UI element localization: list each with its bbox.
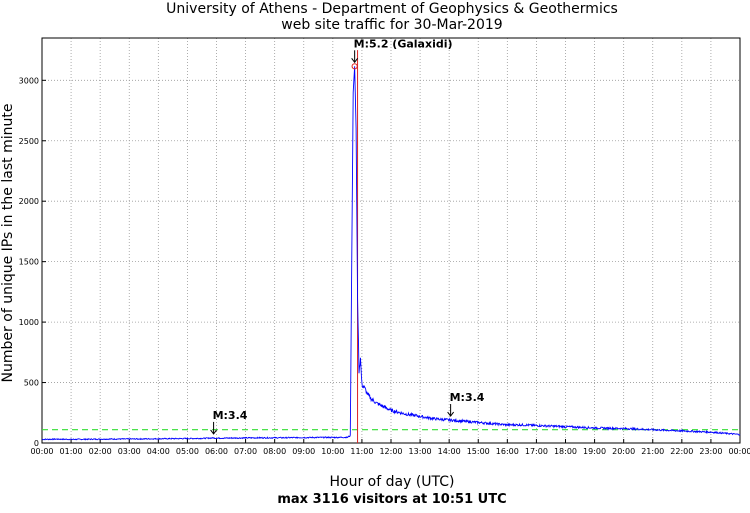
x-tick-label: 07:00: [234, 447, 257, 456]
x-tick-label: 13:00: [409, 447, 432, 456]
x-tick-label: 00:00: [30, 447, 53, 456]
x-tick-label: 19:00: [583, 447, 606, 456]
chart-title: University of Athens - Department of Geo…: [166, 1, 618, 17]
x-tick-label: 02:00: [89, 447, 112, 456]
x-tick-label: 17:00: [525, 447, 548, 456]
x-tick-label: 06:00: [205, 447, 228, 456]
x-tick-label: 04:00: [147, 447, 170, 456]
y-tick-label: 0: [34, 439, 39, 448]
x-axis-label: Hour of day (UTC): [330, 474, 455, 490]
x-tick-label: 09:00: [292, 447, 315, 456]
x-tick-label: 18:00: [554, 447, 577, 456]
y-tick-label: 2500: [19, 137, 39, 146]
plot-area: 00:00 01:00 02:00 03:00 04:00 05:00 06:00 07:00…: [19, 37, 750, 456]
x-tick-label: 03:00: [118, 447, 141, 456]
y-tick-label: 1000: [19, 318, 39, 327]
annotation-label: M:5.2 (Galaxidi): [354, 37, 453, 50]
annotation-arrowhead: [447, 411, 455, 417]
y-tick-label: 2000: [19, 197, 39, 206]
x-tick-label: 12:00: [379, 447, 402, 456]
annotation-arrowhead: [210, 429, 217, 435]
chart-subtitle: web site traffic for 30-Mar-2019: [281, 17, 502, 33]
x-tick-label: 01:00: [60, 447, 83, 456]
x-tick-label: 08:00: [263, 447, 286, 456]
x-tick-label: 05:00: [176, 447, 199, 456]
traffic-series-line: [41, 66, 741, 441]
y-tick-label: 1500: [19, 258, 39, 267]
annotation-arrowhead: [351, 57, 359, 64]
y-axis-label: Number of unique IPs in the last minute: [0, 104, 16, 383]
y-tick-label: 500: [24, 379, 39, 388]
x-tick-label: 00:00: [728, 447, 750, 456]
annotation-label: M:3.4: [450, 391, 485, 404]
x-tick-label: 21:00: [641, 447, 664, 456]
x-tick-label: 14:00: [438, 447, 461, 456]
x-tick-label: 15:00: [467, 447, 490, 456]
x-tick-label: 23:00: [699, 447, 722, 456]
x-tick-label: 11:00: [350, 447, 373, 456]
annotation-label: M:3.4: [213, 409, 248, 422]
y-tick-label: 3000: [19, 76, 39, 85]
x-tick-label: 10:00: [321, 447, 344, 456]
x-tick-label: 22:00: [670, 447, 693, 456]
x-tick-label: 20:00: [612, 447, 635, 456]
chart-footer: max 3116 visitors at 10:51 UTC: [277, 492, 506, 507]
x-tick-label: 16:00: [496, 447, 519, 456]
peak-marker: [351, 63, 358, 70]
